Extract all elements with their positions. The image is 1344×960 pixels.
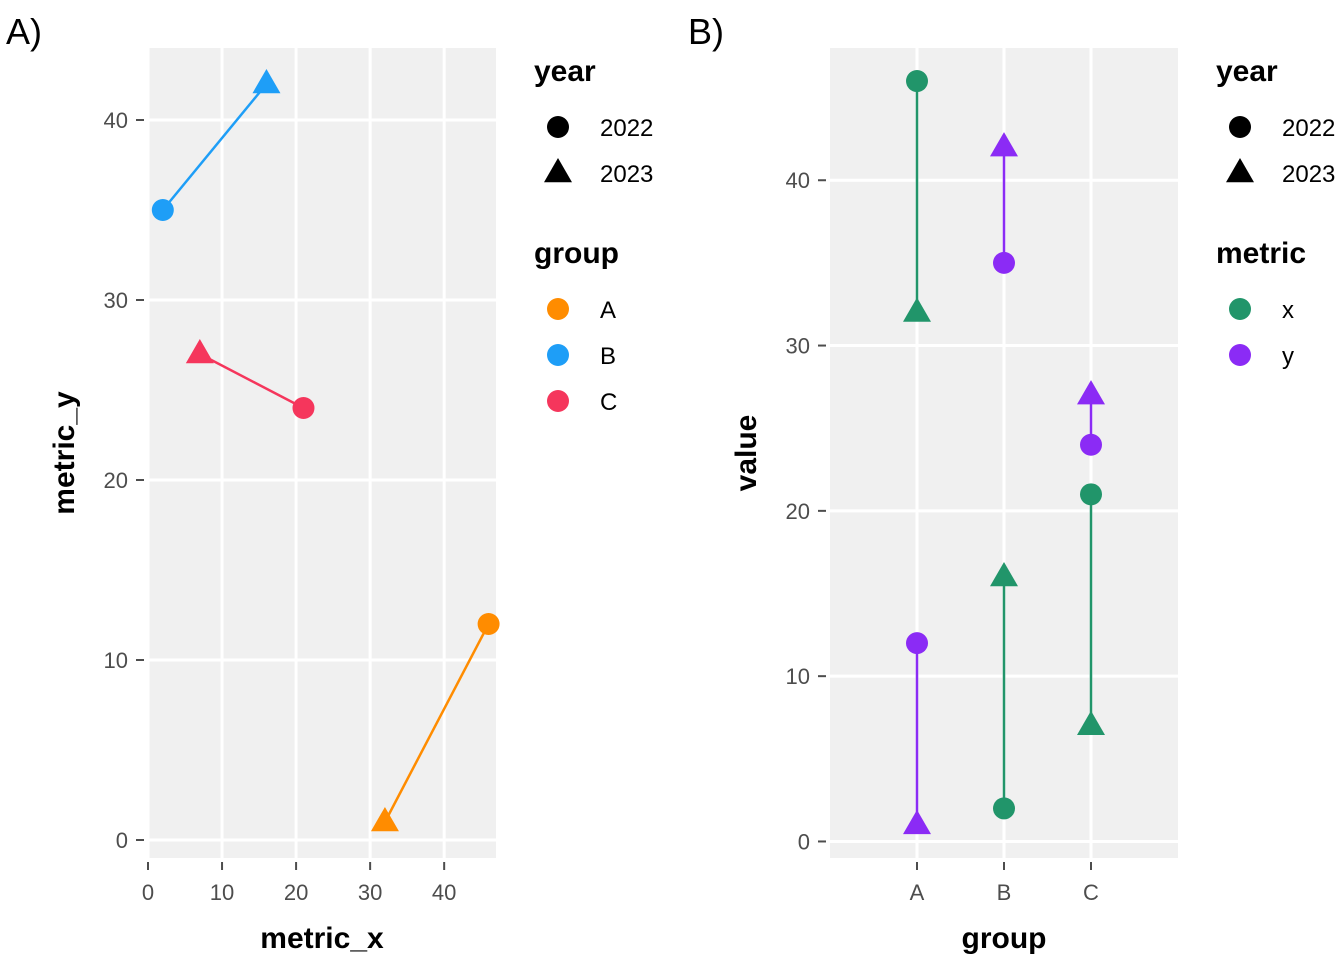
- point-y-2023-A: [903, 809, 931, 835]
- y-axis-title: metric_y: [48, 391, 81, 515]
- y-tick-label: 40: [786, 168, 810, 193]
- x-tick-label: B: [997, 880, 1012, 905]
- x-tick-label: A: [910, 880, 925, 905]
- x-tick-label: 10: [210, 880, 234, 905]
- point-y-2023-C: [1077, 380, 1105, 405]
- legend-label-2022: 2022: [1282, 115, 1335, 142]
- legend-key-2023: [544, 157, 572, 183]
- legend-label-x: x: [1282, 297, 1294, 324]
- legend-title-year: year: [534, 55, 596, 88]
- x-axis-title: metric_x: [260, 922, 384, 955]
- panel-tag: B): [688, 11, 724, 52]
- legend-title-year: year: [1216, 55, 1278, 88]
- y-tick-label: 0: [798, 829, 810, 854]
- legend-title-color: metric: [1216, 237, 1306, 270]
- x-tick-label: 40: [432, 880, 456, 905]
- x-tick-label: 0: [142, 880, 154, 905]
- legend-label-2023: 2023: [600, 161, 653, 188]
- point-x-2022-C: [1080, 483, 1102, 506]
- point-A-2023: [370, 806, 399, 832]
- y-tick-label: 30: [786, 334, 810, 359]
- x-axis-title: group: [962, 922, 1047, 955]
- point-x-2022-B: [993, 797, 1015, 820]
- point-y-2023-B: [990, 132, 1018, 157]
- legend-key-A: [547, 298, 569, 320]
- segment-A: [383, 623, 490, 823]
- legend-key-B: [547, 344, 569, 366]
- legend-label-C: C: [600, 389, 617, 416]
- legend-label-B: B: [600, 343, 616, 370]
- legend-key-2022: [547, 116, 569, 138]
- point-A-2022: [477, 613, 500, 635]
- x-tick-label: C: [1083, 880, 1099, 905]
- point-y-2022-B: [993, 251, 1015, 274]
- legend-key-2022: [1229, 116, 1251, 138]
- legend-key-2023: [1226, 157, 1254, 183]
- y-tick-label: 10: [786, 664, 810, 689]
- x-tick-label: 20: [284, 880, 308, 905]
- segment-C: [199, 352, 305, 410]
- legend-label-y: y: [1282, 343, 1294, 370]
- segment-B: [161, 83, 268, 211]
- legend-label-2023: 2023: [1282, 161, 1335, 188]
- legend-label-2022: 2022: [600, 115, 653, 142]
- point-C-2023: [185, 338, 214, 364]
- y-axis-title: value: [730, 415, 763, 492]
- point-C-2022: [292, 397, 315, 419]
- point-x-2023-C: [1077, 710, 1105, 735]
- y-tick-label: 40: [104, 108, 128, 133]
- y-tick-label: 20: [786, 499, 810, 524]
- legend-title-color: group: [534, 237, 619, 270]
- legend-key-C: [547, 390, 569, 412]
- point-y-2022-C: [1080, 433, 1102, 456]
- point-B-2023: [252, 68, 281, 94]
- point-x-2022-A: [906, 70, 928, 93]
- y-tick-label: 10: [104, 648, 128, 673]
- y-tick-label: 30: [104, 288, 128, 313]
- legend-key-y: [1229, 344, 1251, 366]
- y-tick-label: 20: [104, 468, 128, 493]
- point-y-2022-A: [906, 632, 928, 655]
- point-B-2022: [151, 199, 174, 221]
- panel-tag: A): [6, 11, 42, 52]
- point-x-2023-A: [903, 297, 931, 322]
- y-tick-label: 0: [116, 828, 128, 853]
- point-x-2023-B: [990, 561, 1018, 587]
- x-tick-label: 30: [358, 880, 382, 905]
- legend-key-x: [1229, 298, 1251, 320]
- legend-label-A: A: [600, 297, 616, 324]
